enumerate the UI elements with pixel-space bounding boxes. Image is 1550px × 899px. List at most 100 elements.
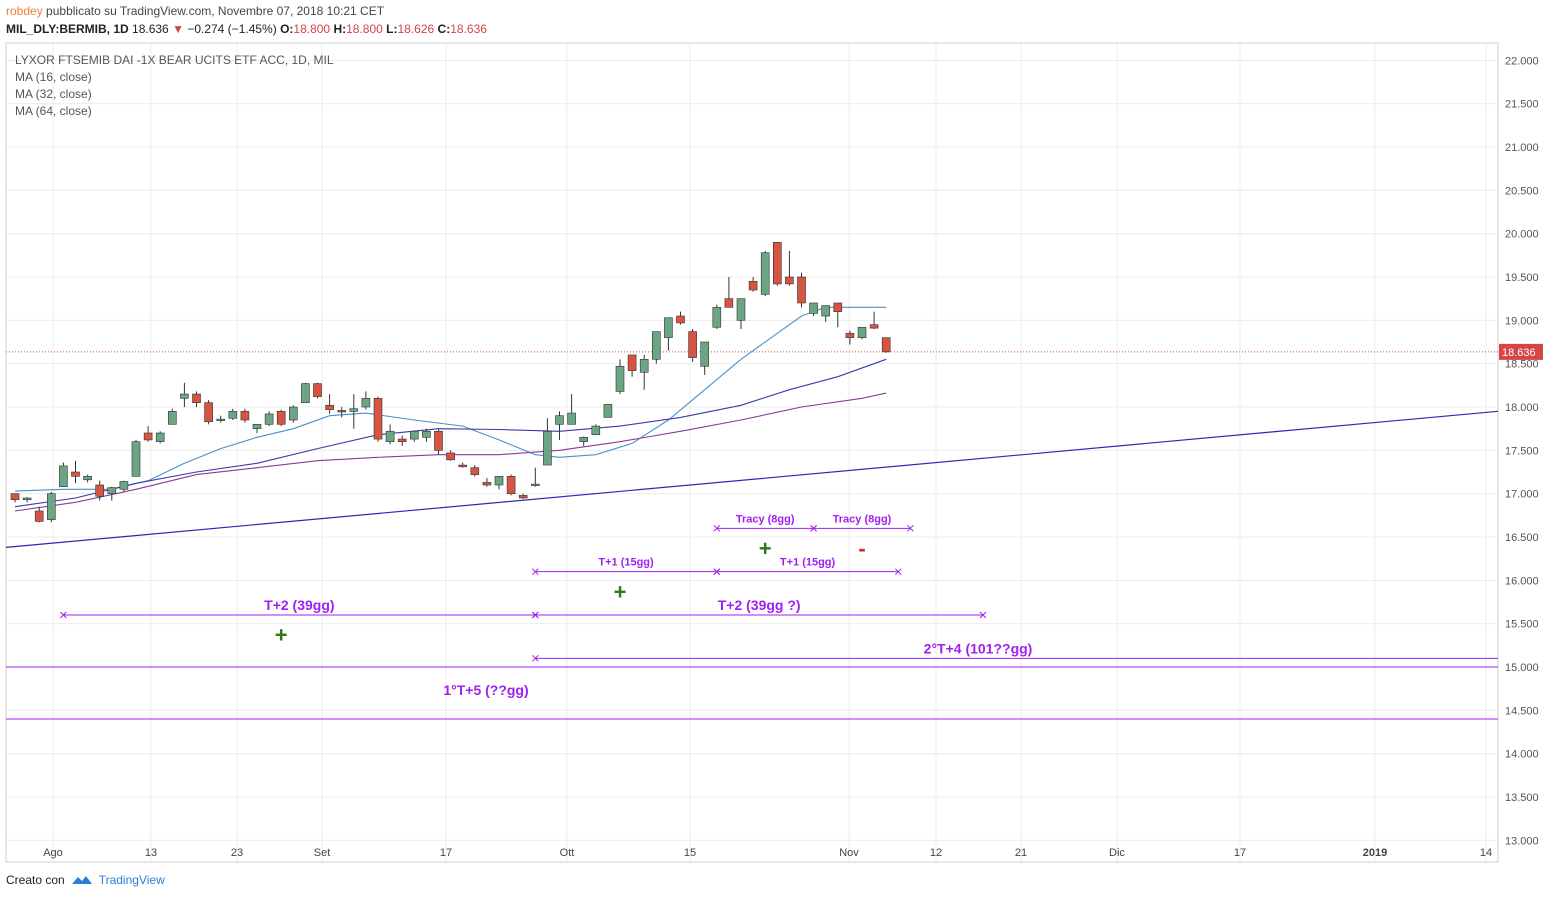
ascending-trendline	[5, 410, 1499, 548]
candle	[857, 326, 867, 340]
time-tick-label: 21	[1015, 847, 1027, 859]
price-tick-label: 19.500	[1505, 272, 1539, 284]
time-tick-label: Ott	[560, 847, 575, 859]
close-value: 18.636	[450, 22, 487, 36]
cycle-label: Tracy (8gg)	[736, 513, 795, 525]
candle	[772, 242, 782, 286]
cycle-span-endpoint	[894, 568, 902, 576]
candle	[700, 341, 710, 375]
candle	[615, 359, 625, 394]
horizontal-levels	[6, 351, 1498, 720]
cycle-span-endpoint	[810, 524, 817, 532]
candle-body	[155, 432, 165, 442]
candle-body	[676, 315, 685, 324]
candle-body	[240, 411, 250, 421]
candle	[579, 436, 589, 446]
last-price-label: 18.636	[1502, 347, 1536, 359]
candle	[518, 493, 528, 499]
candle-body	[700, 341, 710, 367]
candle	[591, 424, 601, 436]
candle-body	[422, 430, 431, 438]
candle	[385, 424, 395, 445]
candle-body	[397, 438, 407, 442]
candle	[712, 304, 722, 329]
candle-body	[143, 432, 153, 441]
tradingview-link[interactable]: TradingView	[98, 873, 165, 887]
candle-body	[228, 411, 238, 419]
candle	[313, 382, 322, 399]
candle	[143, 426, 153, 442]
ma32-line	[14, 358, 887, 508]
candle-body	[107, 487, 117, 494]
price-tick-label: 14.000	[1505, 749, 1539, 761]
candle-body	[373, 398, 383, 440]
candle	[446, 450, 455, 461]
candle-body	[881, 337, 891, 353]
minus-marker: -	[858, 536, 865, 561]
candle	[809, 302, 818, 316]
candle	[494, 476, 504, 490]
candle-body	[10, 493, 20, 501]
candle	[603, 404, 613, 418]
candle	[228, 408, 238, 420]
symbol-name: MIL_DLY:BERMIB, 1D	[6, 22, 129, 36]
price-tick-label: 21.500	[1505, 99, 1539, 111]
time-tick-label: Nov	[839, 847, 859, 859]
price-tick-label: 18.000	[1505, 402, 1539, 414]
candle	[397, 435, 407, 446]
candle-body	[857, 326, 867, 338]
plus-marker: +	[614, 579, 627, 604]
candle-body	[760, 252, 770, 295]
candle-body	[313, 383, 322, 397]
candle-body	[301, 383, 310, 403]
cycle-span-endpoint	[60, 611, 67, 619]
candle	[833, 302, 843, 328]
tradingview-logo-icon[interactable]	[71, 874, 93, 886]
symbol-header: MIL_DLY:BERMIB, 1D 18.636 ▼ −0.274 (−1.4…	[6, 21, 487, 38]
close-label: C:	[437, 22, 451, 36]
cycle-label: 2°T+4 (101??gg)	[924, 640, 1033, 656]
candle	[107, 486, 117, 501]
candle	[627, 354, 637, 377]
legend-ma16[interactable]: MA (16, close)	[15, 70, 92, 84]
time-tick-label: Ago	[43, 847, 63, 859]
candle	[240, 408, 250, 423]
candle-body	[349, 408, 359, 412]
footer: Creato con TradingView	[6, 873, 165, 887]
candle	[688, 329, 697, 362]
candle	[724, 277, 734, 308]
candle-body	[567, 412, 576, 425]
candle-body	[506, 476, 516, 494]
cycle-span-endpoint	[907, 524, 914, 532]
candle-body	[688, 331, 697, 358]
legend-ma32[interactable]: MA (32, close)	[15, 87, 92, 101]
candle	[530, 467, 540, 487]
time-tick-label: 17	[1234, 847, 1246, 859]
candle	[821, 305, 831, 323]
legend-ma64[interactable]: MA (64, close)	[15, 104, 92, 118]
author-name[interactable]: robdey	[6, 4, 43, 18]
candle-body	[543, 430, 552, 466]
price-tick-label: 17.000	[1505, 489, 1539, 501]
candle-body	[651, 331, 661, 360]
candle-body	[180, 393, 189, 399]
time-tick-label: 14	[1480, 847, 1492, 859]
candle	[34, 506, 44, 523]
candle	[506, 474, 516, 496]
candle	[567, 394, 576, 425]
candle-body	[46, 493, 56, 520]
price-axis[interactable]: 22.000 21.500 21.000 20.500 20.000 19.500 19.0…	[1499, 55, 1543, 847]
candle	[760, 251, 770, 297]
candle	[71, 460, 80, 484]
publish-info: pubblicato su TradingView.com, Novembre …	[46, 4, 385, 18]
candle	[131, 439, 141, 477]
candle-body	[446, 452, 455, 461]
candle-body	[276, 411, 286, 425]
time-axis[interactable]: Ago 13 23 Set 17 Ott 15 Nov 12 21 Dic 17 2019 14	[43, 847, 1492, 859]
candle-body	[325, 404, 334, 410]
candle-body	[385, 430, 395, 442]
cycle-label: 1°T+5 (??gg)	[443, 682, 528, 698]
cycle-label: T+1 (15gg)	[598, 557, 654, 569]
candle-body	[530, 483, 540, 486]
